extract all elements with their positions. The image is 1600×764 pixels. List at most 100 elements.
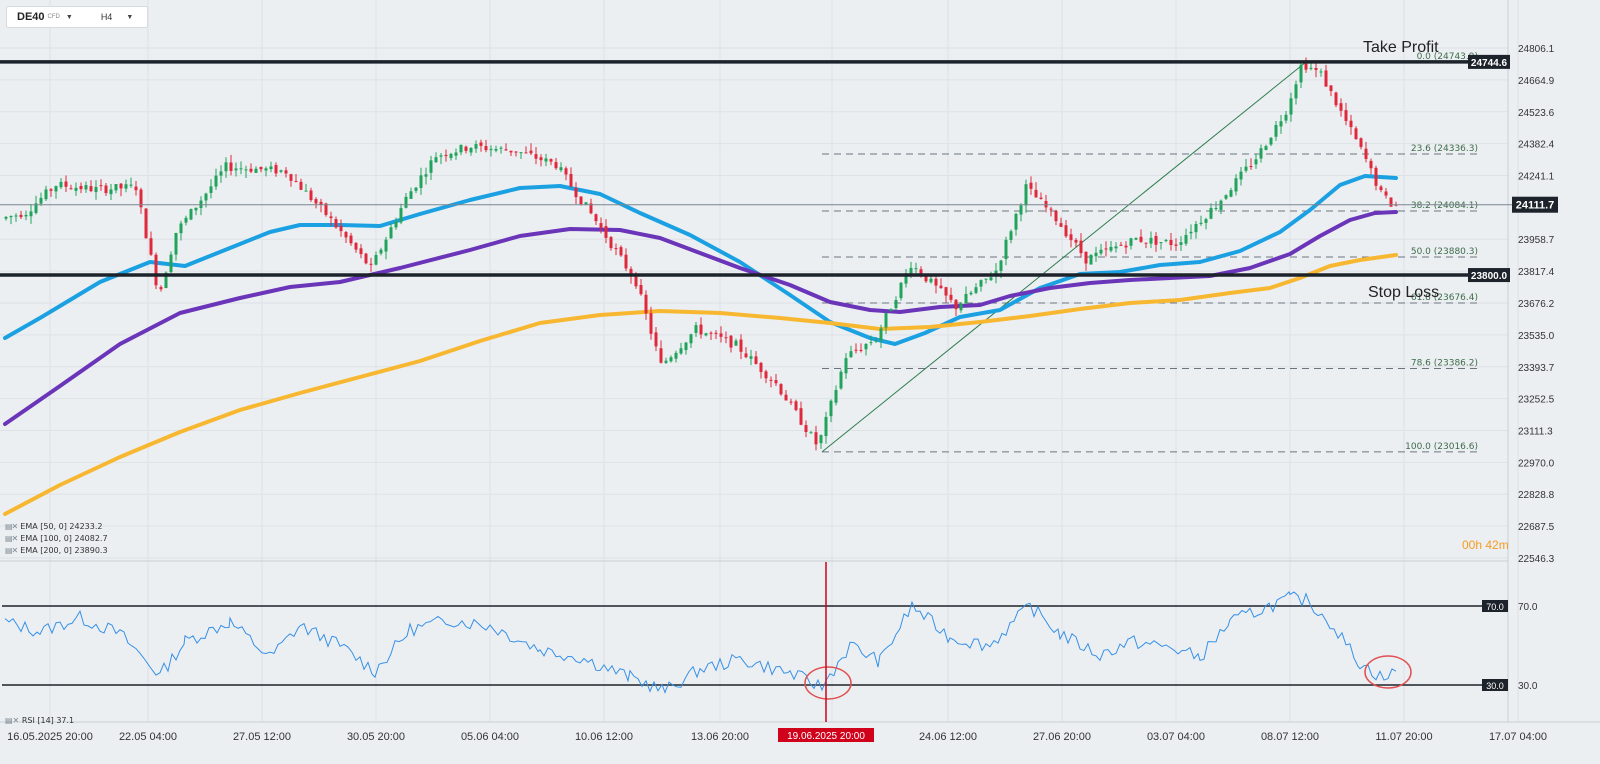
candle-body	[1354, 128, 1358, 140]
candle-body	[1364, 148, 1368, 159]
candle-body	[84, 185, 88, 190]
candle-body	[1124, 245, 1128, 248]
candle-body	[209, 186, 213, 193]
indicator-settings-icon[interactable]: ▤✕	[5, 716, 20, 725]
symbol-selector[interactable]: DE40 CFD ▼ H4 ▼	[6, 6, 148, 28]
candle-body	[864, 343, 868, 350]
candle-body	[534, 154, 538, 159]
fib-trend-line	[821, 61, 1307, 453]
candle-body	[1254, 159, 1258, 165]
candle-body	[189, 209, 193, 220]
candle-body	[789, 401, 793, 403]
price-tick-label: 24523.6	[1518, 108, 1555, 119]
candle-body	[244, 169, 248, 171]
candle-body	[1169, 240, 1173, 246]
candle-body	[579, 196, 583, 205]
candle-body	[214, 175, 218, 187]
fib-level-label: 23.6 (24336.3)	[1411, 144, 1478, 154]
candle-body	[964, 293, 968, 304]
indicator-settings-icon[interactable]: ▤✕	[5, 546, 18, 555]
candle-body	[959, 303, 963, 311]
candle-body	[744, 353, 748, 358]
legend-ema200[interactable]: ▤✕ EMA [200, 0] 23890.3	[5, 546, 108, 555]
candle-body	[64, 181, 68, 187]
last-price-badge-bg	[1512, 196, 1558, 213]
candle-body	[884, 313, 888, 328]
indicator-settings-icon[interactable]: ▤✕	[5, 534, 18, 543]
candle-body	[1054, 210, 1058, 222]
candle-body	[669, 357, 673, 362]
tp-price-badge-bg	[1468, 54, 1510, 69]
candle-body	[1284, 114, 1288, 121]
candle-body	[229, 162, 233, 171]
candle-body	[24, 214, 28, 217]
candle-body	[564, 168, 568, 175]
candle-body	[1164, 240, 1168, 242]
candle-body	[444, 154, 448, 157]
candle-body	[74, 187, 78, 191]
timeframe-dropdown-icon[interactable]: ▼	[126, 13, 134, 21]
fib-level-label: 38.2 (24084.1)	[1411, 201, 1478, 211]
candle-body	[1049, 208, 1053, 210]
candle-body	[1039, 197, 1043, 199]
candle-body	[489, 149, 493, 151]
grid-lines	[0, 0, 1600, 723]
legend-ema100[interactable]: ▤✕ EMA [100, 0] 24082.7	[5, 534, 108, 543]
candle-body	[174, 232, 178, 255]
candle-body	[104, 185, 108, 194]
candle-body	[764, 371, 768, 379]
legend-ema50[interactable]: ▤✕ EMA [50, 0] 24233.2	[5, 522, 102, 531]
candle-body	[464, 146, 468, 151]
symbol-dropdown-icon[interactable]: ▼	[65, 13, 73, 21]
candle-body	[634, 274, 638, 287]
candle-body	[9, 216, 13, 218]
candle-body	[459, 144, 463, 153]
time-axis-label: 24.06 12:00	[919, 731, 977, 743]
candle-body	[974, 287, 978, 293]
ema50-value: 24233.2	[69, 522, 103, 531]
candle-body	[1059, 223, 1063, 227]
candle-body	[939, 285, 943, 289]
candle-body	[419, 175, 423, 188]
candle-body	[44, 189, 48, 200]
candle-body	[144, 208, 148, 239]
indicator-settings-icon[interactable]: ▤✕	[5, 522, 18, 531]
fib-level-label: 61.8 (23676.4)	[1411, 293, 1478, 303]
candle-body	[299, 181, 303, 190]
price-tick-label: 22546.3	[1518, 554, 1555, 565]
candle-body	[369, 263, 373, 265]
candle-body	[449, 153, 453, 159]
rsi-level-badge-bg	[1482, 600, 1508, 612]
candle-body	[379, 249, 383, 254]
ema200-line	[3, 253, 1398, 516]
candle-body	[289, 174, 293, 181]
rsi-level-badge: 30.0	[1486, 681, 1504, 691]
symbol-name[interactable]: DE40	[17, 11, 45, 23]
candle-body	[1314, 68, 1318, 70]
candle-body	[1009, 231, 1013, 240]
candle-body	[1359, 138, 1363, 147]
candle-body	[29, 211, 33, 217]
candle-body	[89, 186, 93, 192]
candle-body	[594, 214, 598, 222]
candle-body	[254, 168, 258, 173]
candle-body	[1334, 92, 1338, 106]
candle-body	[79, 185, 83, 190]
timeframe-selector[interactable]: H4	[100, 12, 113, 22]
candle-body	[469, 147, 473, 153]
candle-body	[59, 181, 63, 188]
candle-body	[819, 435, 823, 444]
candle-body	[1204, 219, 1208, 223]
candle-body	[179, 223, 183, 234]
candle-body	[1289, 98, 1293, 115]
candle-body	[159, 287, 163, 290]
candle-body	[794, 401, 798, 411]
candle-body	[619, 247, 623, 256]
candle-body	[574, 188, 578, 198]
candle-body	[399, 208, 403, 223]
legend-rsi[interactable]: ▤✕ RSI [14] 37.1	[5, 716, 74, 725]
candle-body	[129, 184, 133, 186]
rsi-highlight-circle	[804, 666, 852, 700]
candle-body	[954, 299, 958, 310]
